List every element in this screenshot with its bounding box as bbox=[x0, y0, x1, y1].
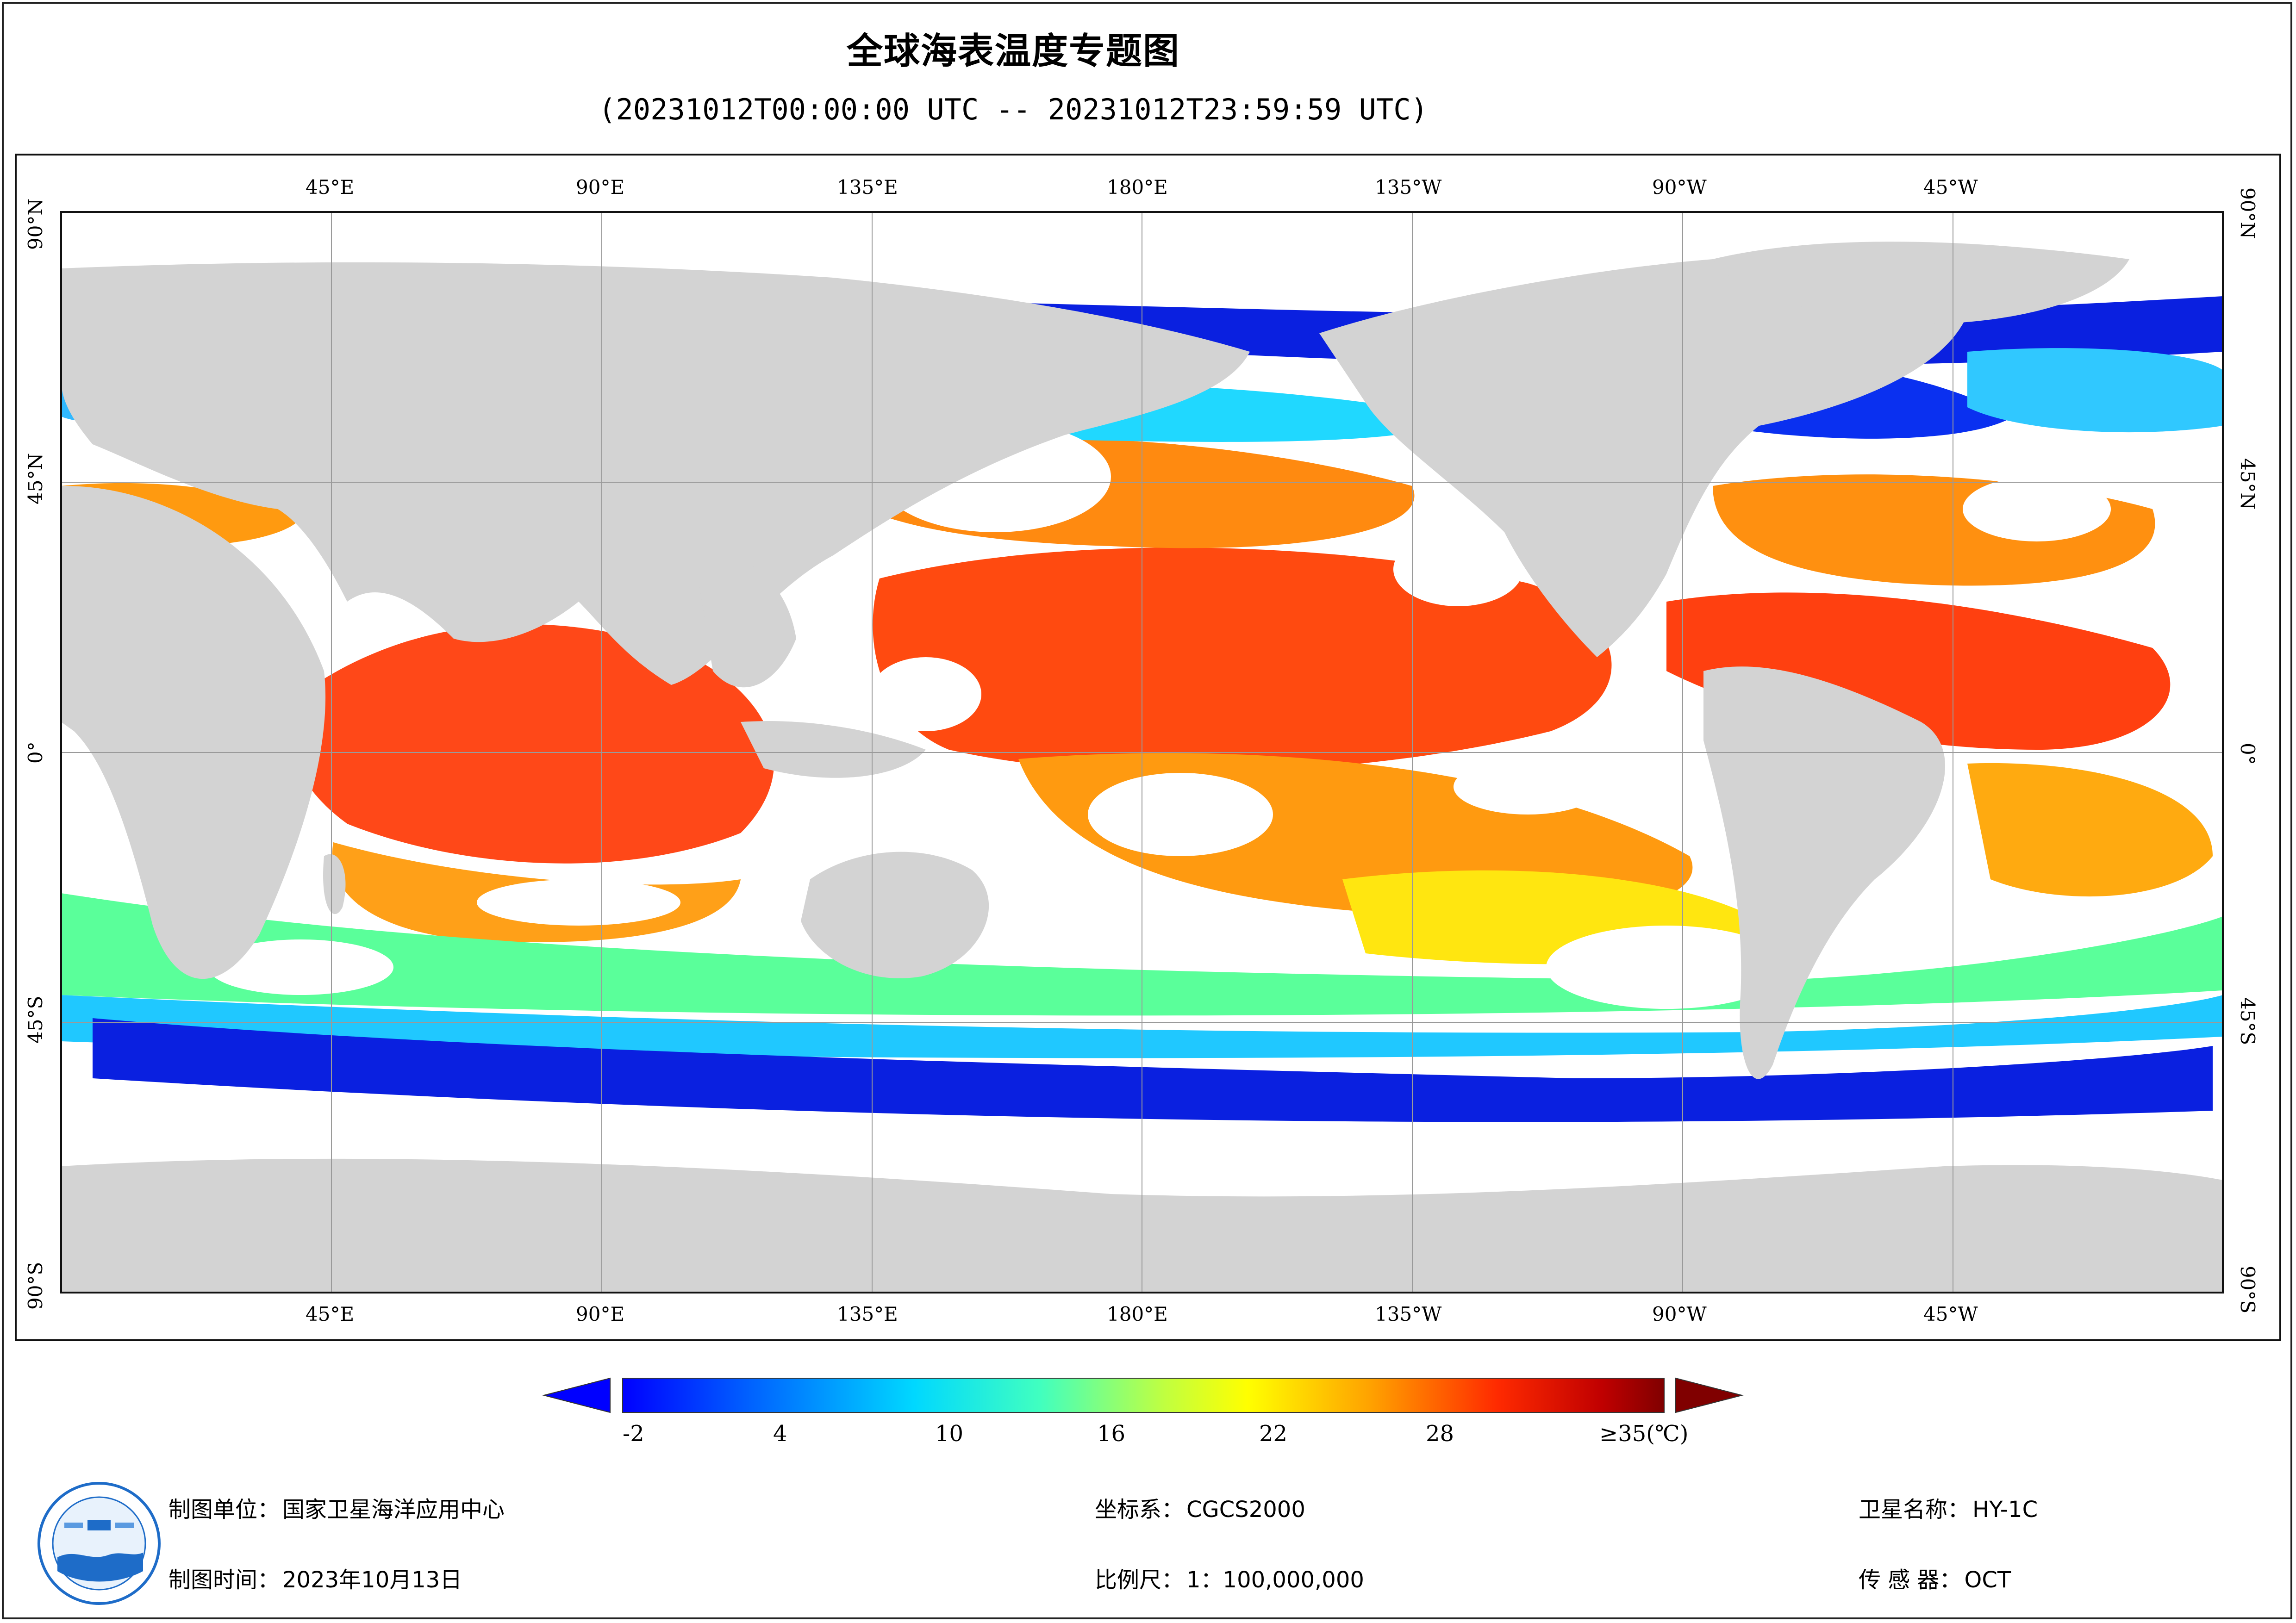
lon-label-top: 45°E bbox=[306, 176, 355, 199]
colorbar-low-arrow bbox=[542, 1377, 611, 1413]
satellite-name: 卫星名称： HY-1C bbox=[1859, 1491, 2038, 1524]
scale-label: 比例尺： bbox=[1095, 1567, 1184, 1593]
page-title: 全球海表温度专题图 bbox=[846, 31, 1180, 72]
colorbar-high-arrow bbox=[1675, 1377, 1744, 1413]
land-madagascar bbox=[323, 854, 346, 914]
lon-label-bottom: 90°W bbox=[1652, 1303, 1707, 1325]
land-north-america bbox=[1319, 259, 1967, 657]
lat-label-left: 45°N bbox=[24, 453, 47, 504]
legend-tick: 22 bbox=[1259, 1421, 1288, 1447]
lat-label-right: 45°S bbox=[2236, 997, 2259, 1045]
lon-label-top: 135°W bbox=[1375, 176, 1442, 199]
mapping-time: 制图时间： 2023年10月13日 bbox=[168, 1561, 462, 1594]
map-frame bbox=[15, 154, 2281, 1341]
lon-label-top: 45°W bbox=[1923, 176, 1978, 199]
scale: 比例尺： 1：100,000,000 bbox=[1095, 1561, 1364, 1594]
land-greenland bbox=[1713, 242, 2129, 324]
lon-label-top: 90°E bbox=[576, 176, 625, 199]
sensor-label: 传 感 器： bbox=[1859, 1567, 1962, 1593]
map-inner-border bbox=[60, 211, 2224, 1293]
crs-label: 坐标系： bbox=[1095, 1497, 1184, 1523]
sst-cyan-northsea bbox=[1967, 348, 2223, 433]
time-range-subtitle: (20231012T00:00:00 UTC -- 20231012T23:59… bbox=[599, 93, 1428, 126]
sst-orange-atlantic bbox=[1967, 763, 2213, 897]
lon-label-bottom: 45°W bbox=[1923, 1303, 1978, 1325]
colorbar bbox=[622, 1378, 1665, 1413]
lat-label-left: 45°S bbox=[24, 995, 47, 1044]
mapping-time-label: 制图时间： bbox=[168, 1567, 280, 1593]
mapping-time-value: 2023年10月13日 bbox=[282, 1567, 462, 1593]
satellite-value: HY-1C bbox=[1972, 1497, 2038, 1523]
lon-label-bottom: 135°E bbox=[837, 1303, 898, 1325]
land-africa bbox=[61, 486, 326, 979]
land-indochina bbox=[694, 553, 796, 688]
legend-tick: 4 bbox=[773, 1421, 787, 1447]
lon-label-top: 135°E bbox=[837, 176, 898, 199]
lon-label-top: 180°E bbox=[1107, 176, 1168, 199]
sensor-value: OCT bbox=[1964, 1567, 2011, 1593]
legend-tick: 28 bbox=[1426, 1421, 1454, 1447]
lon-label-bottom: 180°E bbox=[1107, 1303, 1168, 1325]
graticule bbox=[61, 212, 2223, 1293]
lat-label-right: 45°N bbox=[2236, 458, 2259, 510]
sst-warm-indian bbox=[291, 624, 774, 864]
lat-label-left: 90°S bbox=[24, 1262, 47, 1310]
nsoas-logo bbox=[37, 1482, 161, 1605]
crs: 坐标系： CGCS2000 bbox=[1095, 1491, 1305, 1524]
mapping-unit-label: 制图单位： bbox=[168, 1497, 280, 1523]
mapping-unit-value: 国家卫星海洋应用中心 bbox=[282, 1497, 505, 1523]
mapping-unit: 制图单位： 国家卫星海洋应用中心 bbox=[168, 1491, 505, 1524]
lat-label-right: 0° bbox=[2236, 743, 2259, 765]
lat-label-left: 90°N bbox=[24, 198, 47, 250]
land-eurasia bbox=[61, 262, 1250, 685]
lat-label-right: 90°N bbox=[2236, 187, 2259, 239]
legend-tick: 16 bbox=[1097, 1421, 1126, 1447]
crs-value: CGCS2000 bbox=[1186, 1497, 1305, 1523]
lon-label-bottom: 90°E bbox=[576, 1303, 625, 1325]
legend-tick-max: ≥35(℃) bbox=[1599, 1421, 1689, 1447]
lat-label-right: 90°S bbox=[2236, 1266, 2259, 1314]
sensor: 传 感 器： OCT bbox=[1859, 1561, 2011, 1594]
lon-label-bottom: 135°W bbox=[1375, 1303, 1442, 1325]
lon-label-bottom: 45°E bbox=[306, 1303, 355, 1325]
lat-label-left: 0° bbox=[24, 741, 47, 764]
sst-warm-pacific bbox=[873, 547, 1612, 773]
land-south-america bbox=[1703, 666, 1946, 1079]
legend-tick: -2 bbox=[623, 1421, 644, 1447]
land-indonesia bbox=[741, 721, 926, 778]
legend-tick: 10 bbox=[935, 1421, 964, 1447]
scale-value: 1：100,000,000 bbox=[1186, 1567, 1364, 1593]
satellite-label: 卫星名称： bbox=[1859, 1497, 1970, 1523]
land-australia bbox=[801, 852, 989, 978]
lon-label-top: 90°W bbox=[1652, 176, 1707, 199]
